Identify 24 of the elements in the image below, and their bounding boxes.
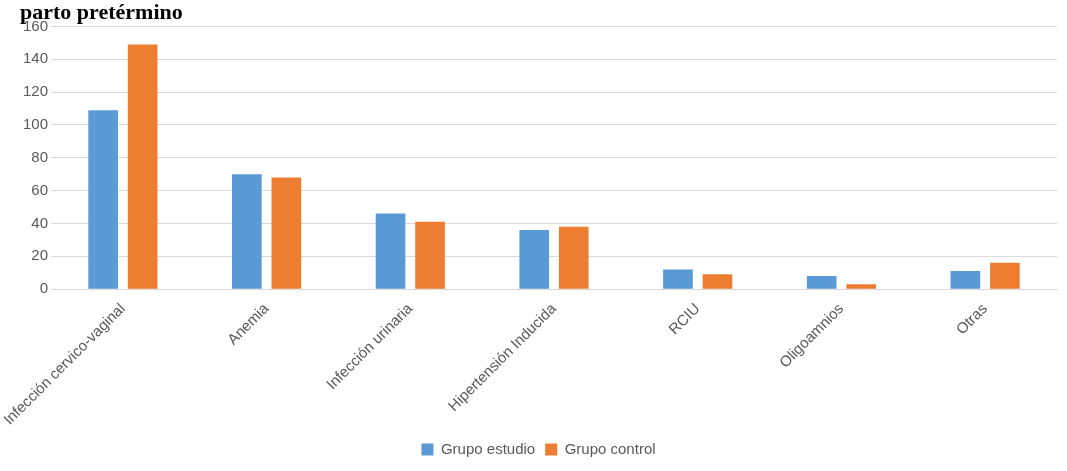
y-tick-label: 0 xyxy=(39,279,49,297)
bar xyxy=(88,110,118,289)
bar xyxy=(232,174,262,289)
y-tick-label: 120 xyxy=(23,82,49,100)
y-tick-label: 20 xyxy=(31,246,49,264)
y-tick-label: 40 xyxy=(31,213,49,231)
y-tick-label: 100 xyxy=(23,115,49,133)
bar xyxy=(663,269,693,289)
y-tick-label: 60 xyxy=(31,180,49,198)
bar xyxy=(702,274,733,289)
bar xyxy=(990,262,1020,289)
legend-label: Grupo control xyxy=(564,439,656,457)
bar xyxy=(806,276,837,289)
bar xyxy=(415,221,445,289)
y-tick-label: 140 xyxy=(23,49,49,67)
legend-label: Grupo estudio xyxy=(440,439,536,457)
bar xyxy=(127,44,158,289)
bar xyxy=(375,213,406,289)
bar xyxy=(271,177,302,289)
bar xyxy=(846,284,877,289)
bar xyxy=(519,230,550,289)
bar xyxy=(558,226,589,289)
y-tick-label: 80 xyxy=(31,147,49,165)
bar xyxy=(950,271,981,289)
